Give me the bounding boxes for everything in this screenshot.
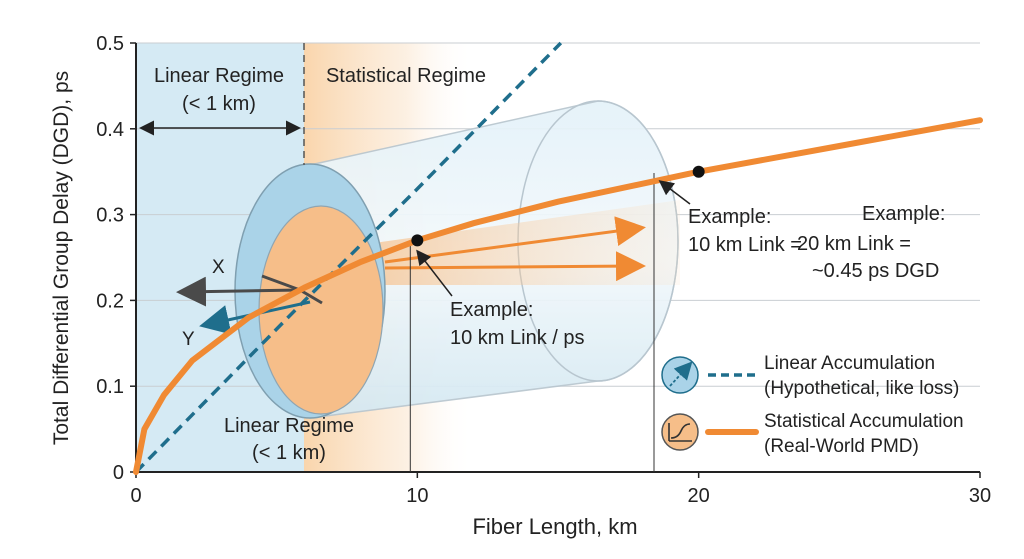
y-axis-ticks: 0 0.1 0.2 0.3 0.4 0.5 <box>96 33 136 484</box>
x-axis-label: Fiber Length, km <box>472 514 637 539</box>
axis-y-label: Y <box>182 329 195 350</box>
x-axis-ticks: 0 10 20 30 <box>130 472 991 507</box>
linear-regime-label: Linear Regime <box>154 65 284 87</box>
linear-regime-sublabel: (< 1 km) <box>182 93 256 115</box>
legend-linear-icon <box>661 356 699 394</box>
y-axis-label: Total Differential Group Delay (DGD), ps <box>50 71 73 445</box>
x-tick-label: 20 <box>688 485 710 507</box>
y-tick-label: 0 <box>113 462 124 484</box>
statistical-regime-label: Statistical Regime <box>326 65 486 87</box>
annotation-example-10-line2: 10 km Link / ps <box>450 327 585 349</box>
annotation-example-10-line1: Example: <box>450 299 533 321</box>
annotation-example-mid-line2: 10 km Link = <box>688 234 802 256</box>
data-point-marker <box>411 234 424 247</box>
y-tick-label: 0.2 <box>96 290 124 312</box>
annotation-linear-regime-bottom-line1: Linear Regime <box>224 415 354 437</box>
x-tick-label: 10 <box>406 485 428 507</box>
x-tick-label: 30 <box>969 485 991 507</box>
polarization-axes: X Y <box>176 257 323 350</box>
legend: Linear Accumulation (Hypothetical, like … <box>661 353 964 457</box>
legend-statistical-sublabel: (Real-World PMD) <box>764 436 919 457</box>
fiber-cylinder-illustration <box>234 100 680 419</box>
axes <box>135 43 980 473</box>
annotation-example-mid-line1: Example: <box>688 206 771 228</box>
data-point-marker <box>692 165 705 178</box>
y-tick-label: 0.5 <box>96 33 124 55</box>
legend-linear-label: Linear Accumulation <box>764 353 935 374</box>
axis-x-label: X <box>212 257 225 278</box>
y-tick-label: 0.4 <box>96 119 124 141</box>
annotation-example-20-line3: ~0.45 ps DGD <box>812 260 939 282</box>
data-markers <box>411 165 705 247</box>
annotation-10-arrow <box>416 249 453 297</box>
y-tick-label: 0.3 <box>96 205 124 227</box>
annotation-20-arrow <box>658 180 691 205</box>
annotation-example-20-line2: 20 km Link = <box>797 233 911 255</box>
x-tick-label: 0 <box>130 485 141 507</box>
annotation-example-20-line1: Example: <box>862 203 945 225</box>
legend-linear-sublabel: (Hypothetical, like loss) <box>764 378 959 399</box>
annotation-linear-regime-bottom-line2: (< 1 km) <box>252 442 326 464</box>
legend-statistical-label: Statistical Accumulation <box>764 411 964 432</box>
legend-statistical-icon <box>661 413 699 451</box>
y-tick-label: 0.1 <box>96 376 124 398</box>
